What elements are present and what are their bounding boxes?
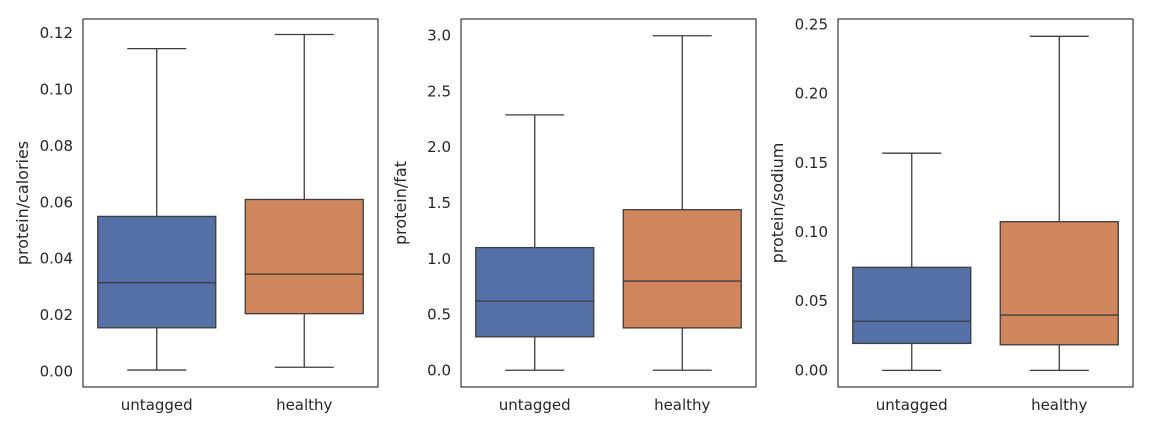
y-tick-label: 1.0 — [427, 250, 451, 268]
plot-frame — [460, 18, 757, 388]
y-tick-label: 0.05 — [795, 292, 828, 310]
y-axis-label: protein/fat — [391, 161, 410, 245]
y-tick-label: 0.10 — [40, 80, 73, 98]
x-tick-label: healthy — [276, 396, 332, 414]
y-axis-label: protein/calories — [13, 141, 32, 265]
chart-panel-3: 0.00 0.05 0.10 0.15 0.20 0.25 untagged healthy p… — [768, 16, 1134, 414]
y-tick-label: 3.0 — [427, 27, 451, 45]
y-tick-label: 0.20 — [795, 85, 828, 103]
iqr-box — [475, 246, 595, 338]
y-tick-label: 2.5 — [427, 82, 451, 100]
plot-frame — [82, 18, 379, 388]
y-tick-label: 0.12 — [40, 24, 73, 42]
y-tick-label: 1.5 — [427, 194, 451, 212]
y-tick-label: 0.06 — [40, 193, 73, 211]
y-tick-label: 0.0 — [427, 361, 451, 379]
y-axis-label: protein/sodium — [768, 143, 787, 264]
y-tick-label: 0.00 — [795, 361, 828, 379]
y-tick-label: 0.10 — [795, 223, 828, 241]
y-tick-label: 0.15 — [795, 154, 828, 172]
iqr-box — [244, 198, 364, 315]
x-tick-label: untagged — [876, 396, 948, 414]
box-healthy — [244, 33, 364, 368]
y-tick-label: 0.5 — [427, 306, 451, 324]
chart-panel-2: 0.0 0.5 1.0 1.5 2.0 2.5 3.0 untagged healthy prot… — [391, 18, 757, 414]
iqr-box — [622, 209, 742, 329]
box-untagged — [852, 152, 972, 372]
iqr-box — [97, 215, 217, 329]
y-tick-label: 0.00 — [40, 362, 73, 380]
iqr-box — [852, 266, 972, 345]
x-tick-label: healthy — [1031, 396, 1087, 414]
box-untagged — [475, 114, 595, 371]
box-healthy — [622, 35, 742, 371]
y-tick-label: 0.08 — [40, 137, 73, 155]
y-tick-label: 2.0 — [427, 138, 451, 156]
box-healthy — [999, 35, 1119, 372]
x-tick-label: untagged — [121, 396, 193, 414]
y-tick-label: 0.02 — [40, 306, 73, 324]
x-tick-label: healthy — [654, 396, 710, 414]
iqr-box — [999, 221, 1119, 346]
y-tick-label: 0.04 — [40, 250, 73, 268]
chart-panel-1: 0.00 0.02 0.04 0.06 0.08 0.10 0.12 untagged heal… — [13, 18, 379, 414]
x-tick-label: untagged — [499, 396, 571, 414]
y-tick-label: 0.25 — [795, 16, 828, 34]
plot-frame — [837, 18, 1134, 388]
box-untagged — [97, 47, 217, 371]
